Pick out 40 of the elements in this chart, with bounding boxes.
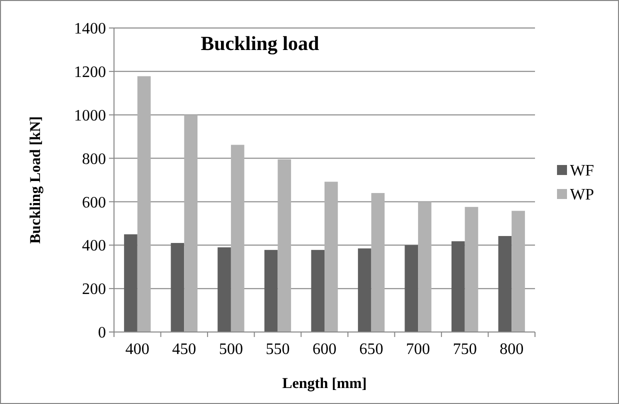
x-tick-label: 700 [406, 341, 430, 358]
x-tick-label: 800 [500, 341, 524, 358]
x-tick-label: 600 [312, 341, 336, 358]
bar [512, 210, 525, 332]
y-tick-label: 200 [82, 281, 106, 298]
legend-label: WF [570, 162, 594, 180]
x-tick-label: 400 [125, 341, 150, 358]
bar [404, 245, 418, 332]
bar [184, 114, 198, 332]
y-tick-label: 1200 [74, 64, 106, 82]
bar [418, 202, 432, 332]
bar [137, 76, 151, 332]
y-tick-label: 0 [98, 324, 106, 342]
bar [218, 247, 231, 332]
bar [311, 250, 324, 332]
bar [264, 250, 278, 332]
y-axis-title: Buckling Load [kN] [28, 116, 44, 244]
bar [278, 159, 292, 332]
bar [170, 242, 184, 332]
bar [452, 241, 465, 332]
x-tick-label: 550 [266, 341, 290, 358]
y-tick-label: 400 [82, 238, 106, 255]
x-axis-title: Length [mm] [282, 376, 367, 392]
x-tick-label: 750 [452, 341, 477, 358]
chart-title: Buckling load [200, 33, 320, 55]
x-tick-label: 650 [359, 341, 384, 358]
bar [124, 234, 138, 332]
x-tick-label: 450 [172, 341, 196, 358]
bar [464, 206, 478, 332]
bar [498, 236, 512, 332]
bar [358, 248, 372, 332]
y-tick-label: 1000 [74, 107, 106, 124]
legend-label: WP [570, 186, 594, 204]
y-tick-label: 1400 [74, 20, 106, 38]
y-tick-label: 600 [82, 194, 106, 212]
bar [371, 193, 385, 332]
bar [230, 144, 244, 332]
y-tick-label: 800 [82, 150, 106, 168]
bar [324, 182, 338, 332]
x-tick-label: 500 [218, 341, 243, 358]
